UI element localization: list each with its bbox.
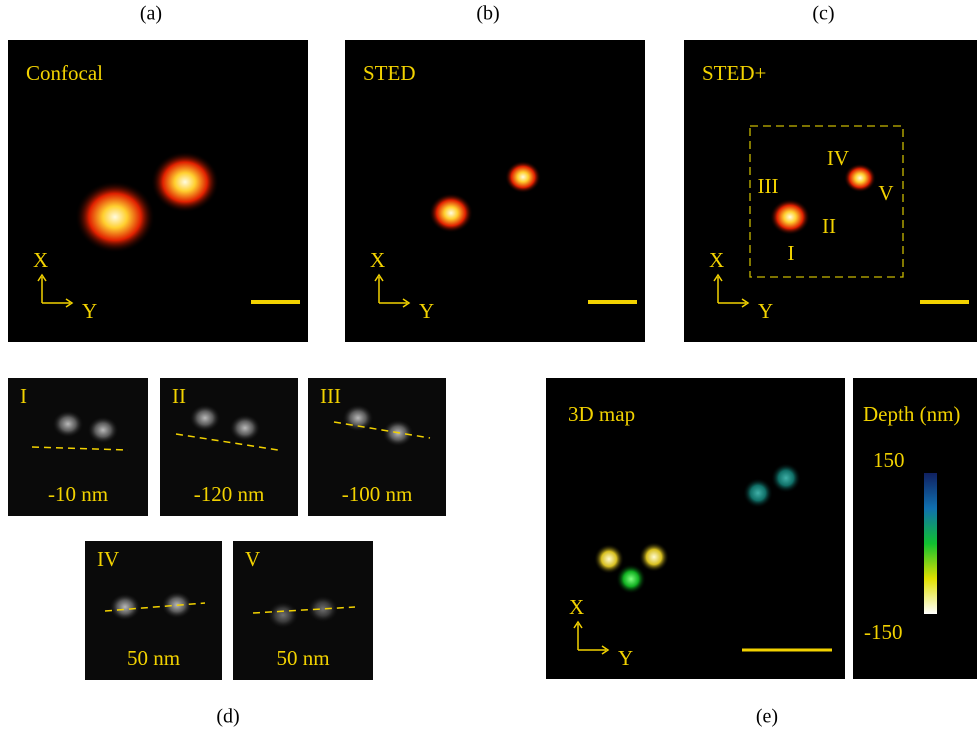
depth-label: 50 nm xyxy=(127,646,180,670)
depth-label: -120 nm xyxy=(194,482,265,506)
spot-intensity xyxy=(109,593,141,621)
axis-label: X xyxy=(569,595,584,619)
axis-label: X xyxy=(33,248,48,272)
spot-intensity xyxy=(342,404,374,432)
inset-name: III xyxy=(320,384,341,408)
panel-label: (b) xyxy=(476,3,499,25)
colorbar-max: 150 xyxy=(873,448,905,472)
spot-intensity xyxy=(52,410,84,438)
axis-label: X xyxy=(370,248,385,272)
panel-label: (a) xyxy=(140,3,162,25)
axis-label: Y xyxy=(419,299,434,323)
panel-label: (e) xyxy=(756,706,778,728)
fluorescent-spot xyxy=(770,199,810,235)
image-panel xyxy=(684,40,977,342)
panel-title: 3D map xyxy=(568,402,635,426)
spot-label: V xyxy=(878,181,893,205)
panel-title: STED+ xyxy=(702,61,766,85)
fluorescent-spot xyxy=(429,193,473,233)
panel-title: STED xyxy=(363,61,416,85)
colorbar-min: -150 xyxy=(864,620,903,644)
fluorescent-spot xyxy=(151,151,219,212)
depth-spot xyxy=(771,463,801,493)
depth-spot xyxy=(743,478,773,508)
depth-spot xyxy=(616,564,646,594)
spot-intensity xyxy=(267,601,299,629)
fluorescent-spot xyxy=(75,181,155,253)
depth-spot xyxy=(639,542,669,572)
spot-intensity xyxy=(87,416,119,444)
spot-label: III xyxy=(758,174,779,198)
inset-name: V xyxy=(245,547,260,571)
spot-intensity xyxy=(229,414,261,442)
panel-label: (d) xyxy=(216,706,239,728)
axis-label: Y xyxy=(618,646,633,670)
figure: (a)ConfocalXY(b)STEDXY(c)STED+XYIVVIIIII… xyxy=(0,0,977,734)
image-panel xyxy=(345,40,645,342)
spot-label: II xyxy=(822,214,836,238)
axis-label: Y xyxy=(758,299,773,323)
panel-title: Confocal xyxy=(26,61,103,85)
depth-label: 50 nm xyxy=(276,646,329,670)
depth-label: -100 nm xyxy=(342,482,413,506)
spot-intensity xyxy=(307,595,339,623)
colorbar-title: Depth (nm) xyxy=(863,402,960,426)
panel-label: (c) xyxy=(812,3,834,25)
inset-name: II xyxy=(172,384,186,408)
inset-name: IV xyxy=(97,547,119,571)
depth-label: -10 nm xyxy=(48,482,108,506)
spot-label: I xyxy=(788,241,795,265)
inset-name: I xyxy=(20,384,27,408)
fluorescent-spot xyxy=(505,161,541,193)
colorbar xyxy=(924,473,937,614)
spot-intensity xyxy=(189,404,221,432)
axis-label: Y xyxy=(82,299,97,323)
axis-label: X xyxy=(709,248,724,272)
spot-label: IV xyxy=(827,146,849,170)
